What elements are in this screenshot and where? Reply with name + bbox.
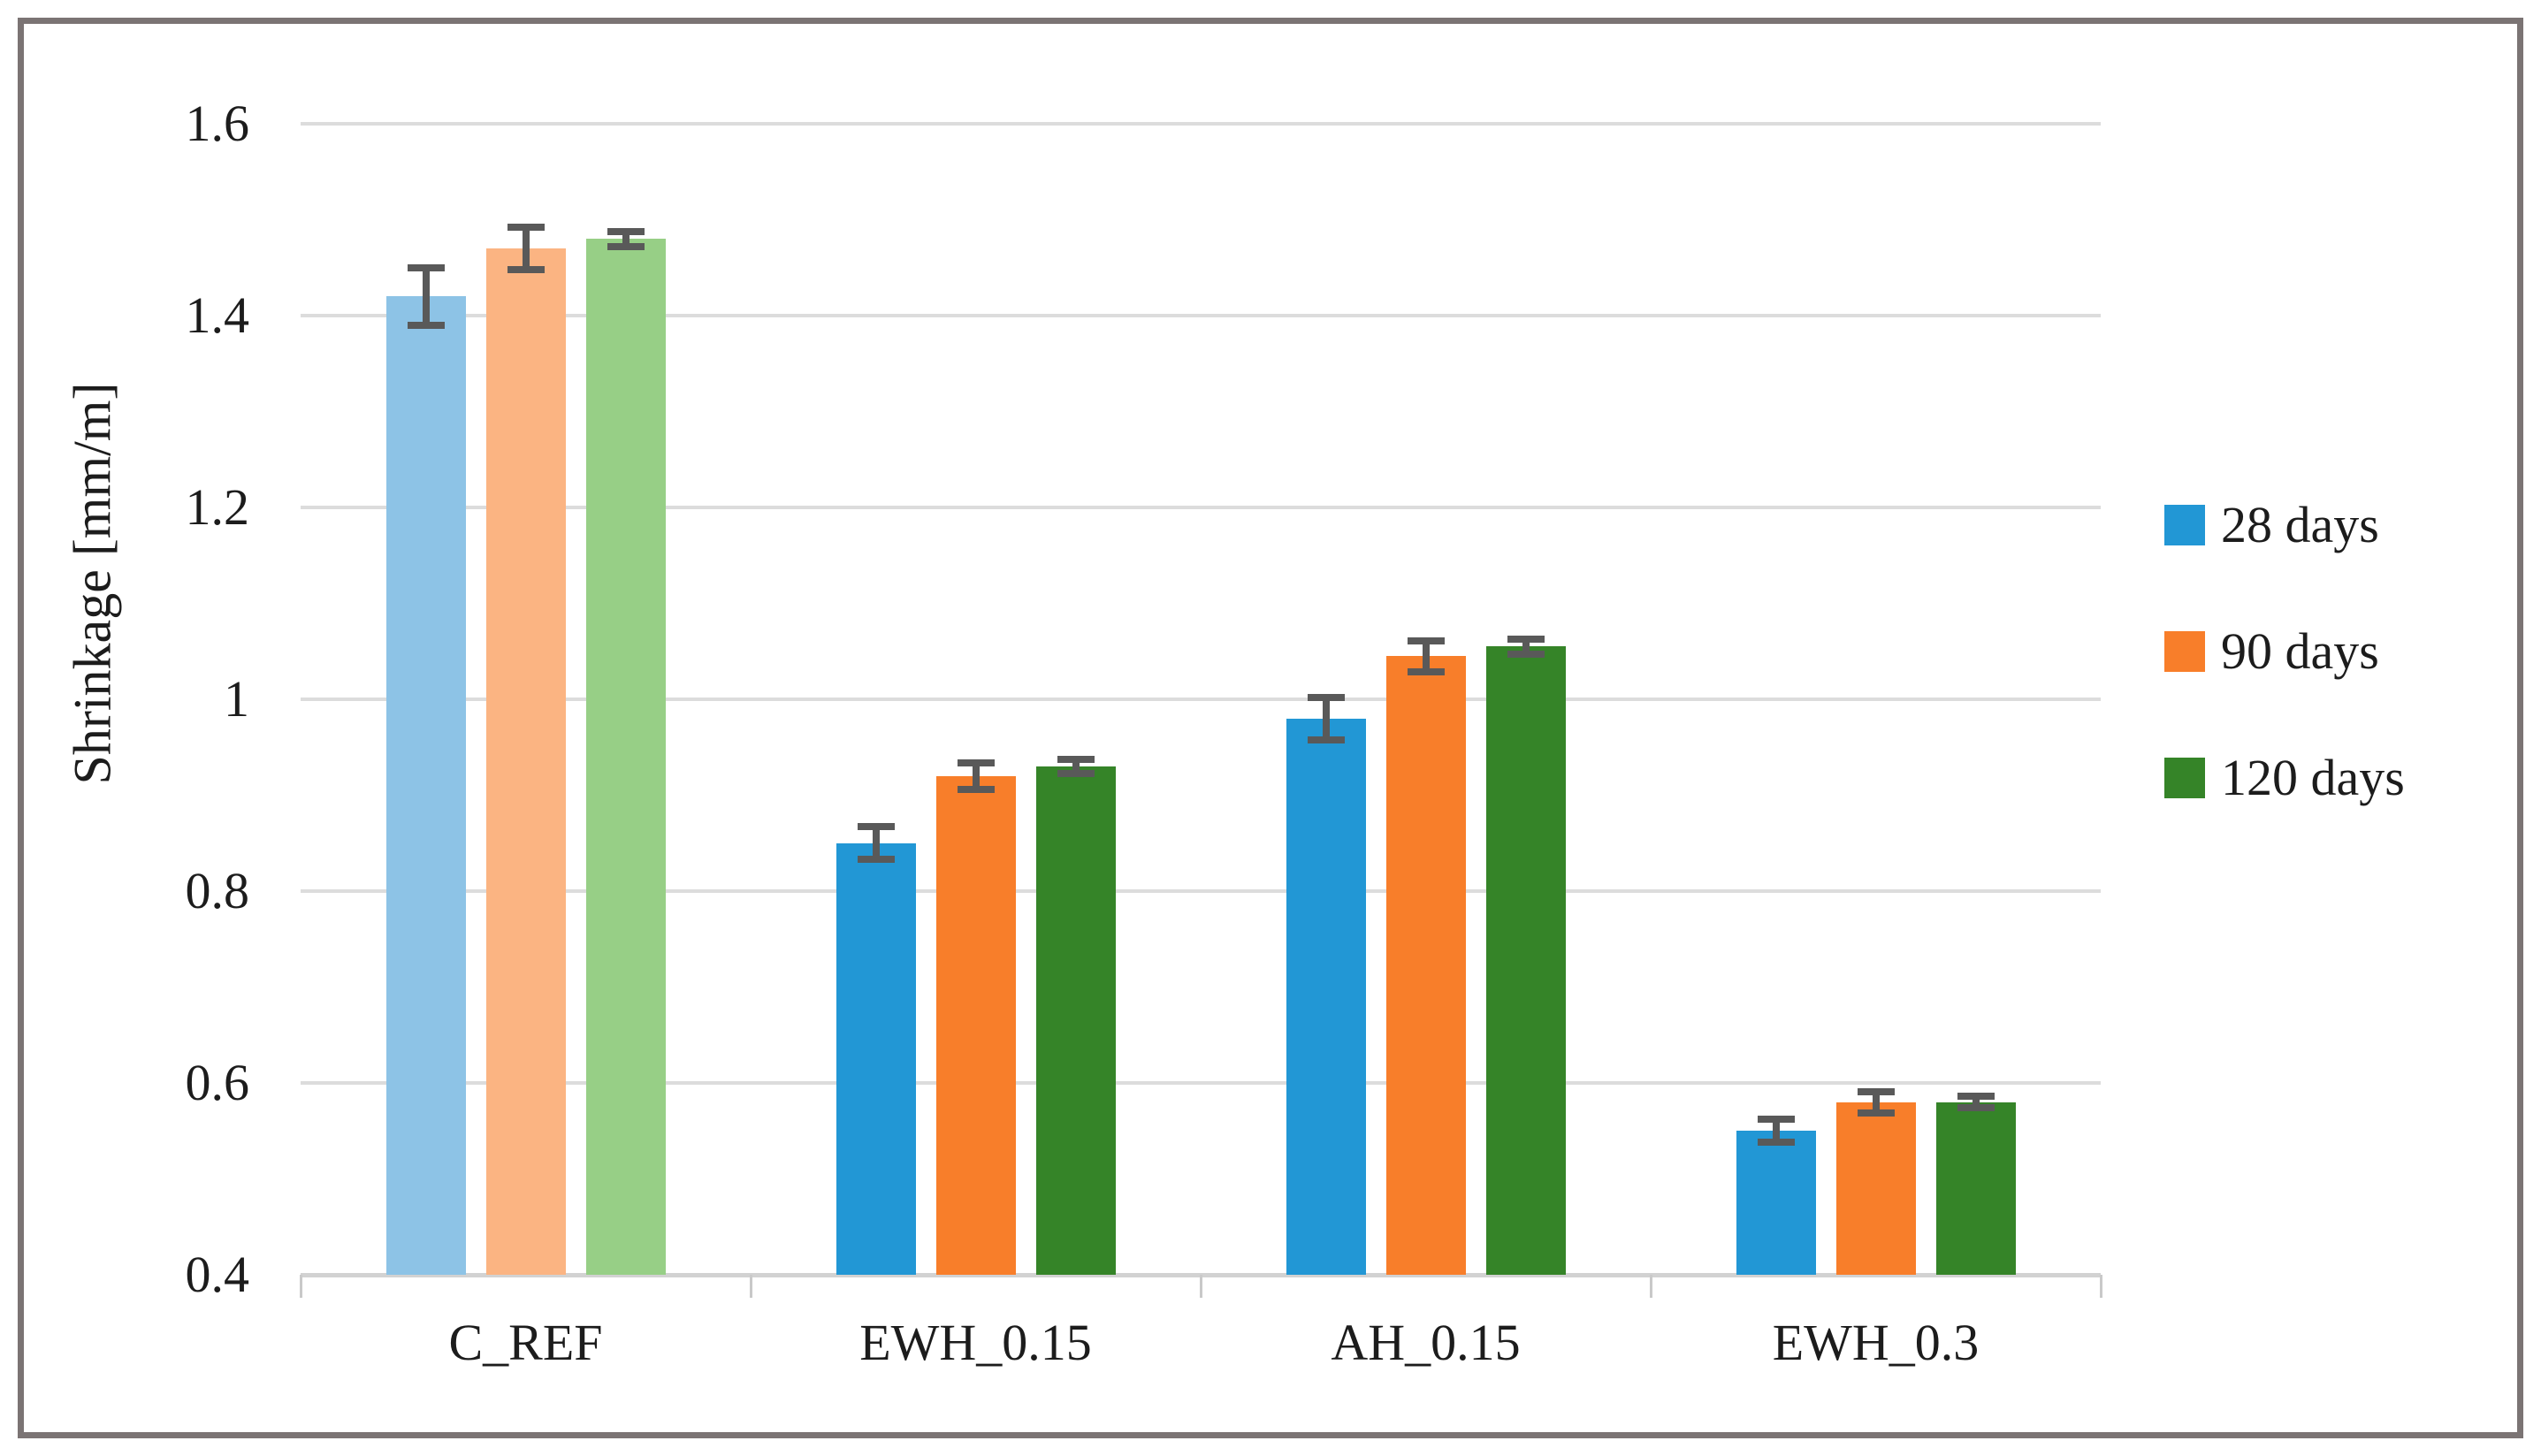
x-category-label: C_REF: [448, 1314, 603, 1371]
y-tick-label: 0.8: [185, 862, 250, 919]
error-bar-cap: [1857, 1109, 1895, 1117]
error-bar-line: [972, 762, 980, 789]
error-bar-cap: [407, 263, 445, 271]
y-tick-label: 1: [224, 670, 249, 728]
error-bar-cap: [1957, 1093, 1995, 1101]
legend-swatch: [2164, 505, 2205, 545]
error-bar-cap: [407, 321, 445, 329]
y-tick-label: 1.2: [185, 478, 250, 536]
error-bar-cap: [1057, 756, 1095, 764]
error-bar-line: [622, 231, 630, 247]
bar-EWH_0.3-28-days: [1736, 1131, 1816, 1275]
error-bar-cap: [1957, 1104, 1995, 1112]
bar-AH_0.15-90-days: [1385, 656, 1466, 1275]
bar-C_REF-90-days: [485, 248, 566, 1275]
error-bar-cap: [1507, 635, 1545, 643]
bar-EWH_0.15-120-days: [1035, 766, 1116, 1275]
error-bar-cap: [607, 242, 645, 250]
y-tick-label: 0.4: [185, 1246, 250, 1303]
error-bar-cap: [507, 265, 545, 273]
bar-EWH_0.3-120-days: [1935, 1102, 2016, 1275]
y-tick-label: 1.6: [185, 95, 250, 152]
error-bar-cap: [957, 785, 995, 793]
error-bar-cap: [1307, 693, 1345, 701]
error-bar-cap: [1307, 736, 1345, 743]
bar-AH_0.15-120-days: [1485, 646, 1566, 1275]
category-axis-tick: [2100, 1275, 2102, 1298]
legend-item: 90 days: [2164, 626, 2405, 677]
legend-label: 120 days: [2221, 749, 2405, 806]
legend: 28 days 90 days 120 days: [2164, 499, 2405, 804]
error-bar-line: [1772, 1119, 1780, 1143]
bar-EWH_0.15-28-days: [836, 842, 916, 1275]
x-category-label: EWH_0.3: [1772, 1314, 1980, 1371]
category-axis-tick: [300, 1275, 302, 1298]
error-bar-cap: [857, 856, 895, 864]
error-bar-cap: [1407, 667, 1445, 675]
error-bar-cap: [957, 758, 995, 766]
gridline: [301, 122, 2101, 126]
error-bar-line: [1872, 1091, 1880, 1113]
legend-item: 28 days: [2164, 499, 2405, 551]
error-bar-line: [1322, 697, 1330, 740]
error-bar-cap: [1057, 769, 1095, 777]
error-bar-cap: [1407, 637, 1445, 644]
error-bar-cap: [1507, 651, 1545, 658]
gridline: [301, 889, 2101, 893]
legend-item: 120 days: [2164, 752, 2405, 804]
category-axis-tick: [1650, 1275, 1652, 1298]
legend-label: 90 days: [2221, 622, 2379, 680]
plot-area: [301, 75, 2101, 1277]
error-bar-cap: [607, 227, 645, 235]
category-axis-tick: [1200, 1275, 1202, 1298]
y-tick-label: 1.4: [185, 286, 250, 344]
error-bar-line: [1972, 1096, 1980, 1109]
error-bar-cap: [1857, 1087, 1895, 1095]
bar-C_REF-120-days: [585, 239, 666, 1275]
legend-label: 28 days: [2221, 496, 2379, 553]
category-axis-tick: [750, 1275, 752, 1298]
gridline: [301, 506, 2101, 509]
bar-C_REF-28-days: [385, 296, 466, 1275]
gridline: [301, 1081, 2101, 1085]
error-bar-line: [872, 827, 880, 860]
error-bar-line: [1072, 759, 1080, 774]
bar-AH_0.15-28-days: [1286, 718, 1366, 1275]
error-bar-cap: [857, 823, 895, 831]
bar-EWH_0.15-90-days: [935, 775, 1016, 1275]
x-category-label: AH_0.15: [1331, 1314, 1521, 1371]
x-category-label: EWH_0.15: [859, 1314, 1092, 1371]
error-bar-line: [522, 227, 530, 270]
error-bar-line: [1522, 638, 1530, 654]
error-bar-line: [422, 267, 430, 325]
gridline: [301, 698, 2101, 701]
legend-swatch: [2164, 758, 2205, 798]
legend-swatch: [2164, 631, 2205, 672]
bar-EWH_0.3-90-days: [1835, 1102, 1916, 1275]
error-bar-line: [1422, 640, 1430, 672]
y-tick-label: 0.6: [185, 1054, 250, 1111]
gridline: [301, 314, 2101, 317]
error-bar-cap: [1757, 1116, 1795, 1124]
error-bar-cap: [507, 224, 545, 232]
error-bar-cap: [1757, 1139, 1795, 1147]
